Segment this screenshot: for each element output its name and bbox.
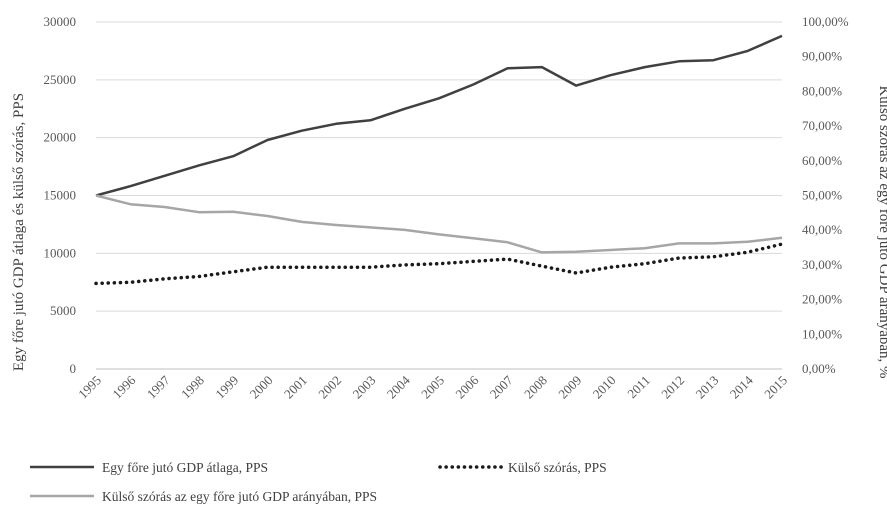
series-line-2 — [95, 194, 783, 254]
series-line-0 — [95, 34, 783, 197]
legend-label-gdp: Egy főre jutó GDP átlaga, PPS — [102, 460, 268, 475]
x-tick-label: 1999 — [212, 373, 241, 402]
right-axis-ticks: 0,00% 10,00% 20,00% 30,00% 40,00% 50,00% 60,00… — [802, 14, 849, 376]
left-tick-label: 15000 — [44, 188, 77, 203]
x-tick-label: 2004 — [384, 372, 413, 401]
x-tick-label: 2014 — [727, 372, 756, 401]
x-tick-label: 2005 — [418, 373, 447, 402]
x-tick-label: 2013 — [693, 373, 722, 402]
x-tick-label: 1997 — [144, 372, 173, 401]
x-tick-label: 2007 — [487, 372, 516, 401]
series-lines — [94, 34, 784, 286]
right-tick-label: 20,00% — [802, 292, 842, 307]
legend: Egy főre jutó GDP átlaga, PPS Külső szór… — [30, 460, 607, 504]
right-axis-title: Külső szórás az egy főre jutó GDP arányá… — [876, 85, 887, 378]
x-tick-label: 2011 — [624, 373, 653, 402]
right-tick-label: 30,00% — [802, 257, 842, 272]
left-tick-label: 30000 — [44, 14, 77, 29]
right-tick-label: 60,00% — [802, 153, 842, 168]
x-tick-label: 1998 — [178, 373, 207, 402]
right-tick-label: 10,00% — [802, 326, 842, 341]
left-tick-label: 0 — [70, 361, 77, 376]
x-tick-label: 2015 — [761, 373, 790, 402]
x-tick-label: 2012 — [658, 373, 687, 402]
x-tick-label: 2010 — [590, 373, 619, 402]
left-tick-label: 20000 — [44, 130, 77, 145]
right-tick-label: 90,00% — [802, 49, 842, 64]
right-tick-label: 70,00% — [802, 118, 842, 133]
right-tick-label: 0,00% — [802, 361, 836, 376]
x-tick-label: 1995 — [75, 373, 104, 402]
left-tick-label: 25000 — [44, 72, 77, 87]
right-tick-label: 50,00% — [802, 188, 842, 203]
x-tick-label: 2008 — [521, 373, 550, 402]
left-tick-label: 5000 — [50, 303, 76, 318]
left-axis-title: Egy főre jutó GDP átlaga és külső szórás… — [11, 93, 27, 371]
x-tick-label: 2009 — [555, 373, 584, 402]
x-tick-label: 2003 — [350, 373, 379, 402]
legend-label-kulso-szoras: Külső szórás, PPS — [508, 460, 607, 475]
x-tick-label: 2000 — [247, 373, 276, 402]
x-axis-ticks: 1995 1996 1997 1998 1999 2000 2001 2002 2003 2004… — [75, 372, 790, 401]
left-tick-label: 10000 — [44, 245, 77, 260]
x-tick-label: 2001 — [281, 373, 310, 402]
series-line-1 — [94, 242, 784, 286]
x-tick-label: 2006 — [452, 372, 481, 401]
right-tick-label: 80,00% — [802, 83, 842, 98]
right-tick-label: 40,00% — [802, 222, 842, 237]
gridlines — [96, 21, 782, 370]
x-tick-label: 1996 — [109, 372, 138, 401]
right-tick-label: 100,00% — [802, 14, 849, 29]
x-tick-label: 2002 — [315, 373, 344, 402]
left-axis-ticks: 0 5000 10000 15000 20000 25000 30000 — [44, 14, 77, 376]
legend-label-kulso-szoras-arany: Külső szórás az egy főre jutó GDP arányá… — [102, 489, 377, 504]
